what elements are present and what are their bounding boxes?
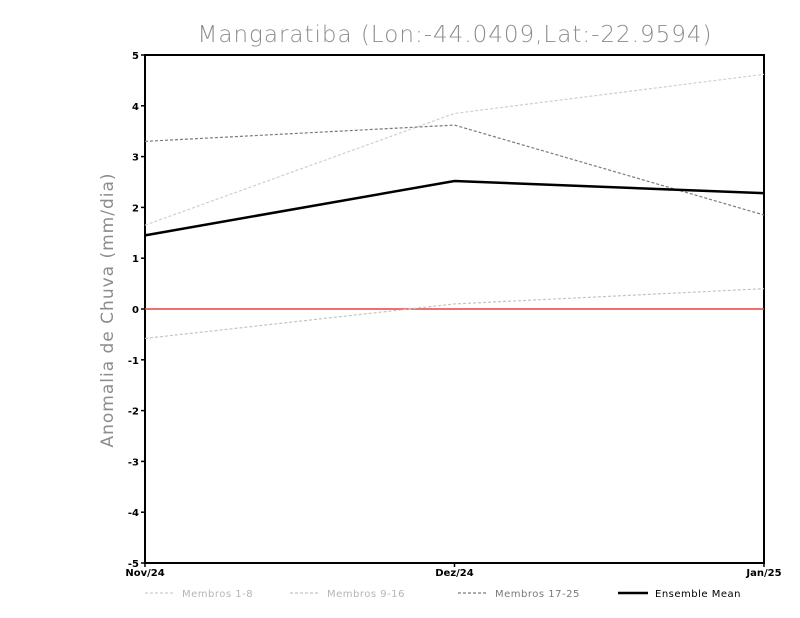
- series-lines: [144, 73, 765, 340]
- x-tick-label: Nov/24: [125, 568, 164, 579]
- legend: Membros 1-8 Membros 9-16 Membros 17-25 Ense…: [145, 589, 741, 600]
- y-tick-label: -5: [128, 559, 139, 570]
- y-axis-label: Anomalia de Chuva (mm/dia): [98, 172, 118, 447]
- chart-title: Mangaratiba (Lon:-44.0409,Lat:-22.9594): [198, 22, 713, 48]
- legend-label: Membros 1-8: [182, 589, 253, 600]
- legend-label: Membros 9-16: [327, 589, 405, 600]
- y-tick-label: 3: [132, 153, 139, 164]
- series-line-3: [144, 124, 765, 216]
- y-tick-label: -4: [128, 508, 139, 519]
- y-tick-label: 0: [132, 305, 139, 316]
- series-line-2: [144, 288, 765, 340]
- legend-label: Ensemble Mean: [655, 589, 741, 600]
- x-tick-label: Dez/24: [435, 568, 474, 579]
- y-tick-label: 4: [132, 102, 139, 113]
- series-line-1: [144, 73, 765, 226]
- y-tick-label: -3: [128, 457, 139, 468]
- series-line-4: [144, 179, 765, 237]
- x-axis-ticks: Nov/24 Dez/24 Jan/25: [125, 563, 782, 579]
- y-axis-ticks: -5 -4 -3 -2 -1 0 1 2 3 4 5: [128, 51, 145, 570]
- y-tick-label: 2: [132, 203, 139, 214]
- x-tick-label: Jan/25: [745, 568, 781, 579]
- y-tick-label: -1: [128, 356, 139, 367]
- y-tick-label: 1: [132, 254, 139, 265]
- y-tick-label: -2: [128, 407, 139, 418]
- y-tick-label: 5: [132, 51, 139, 62]
- legend-label: Membros 17-25: [495, 589, 580, 600]
